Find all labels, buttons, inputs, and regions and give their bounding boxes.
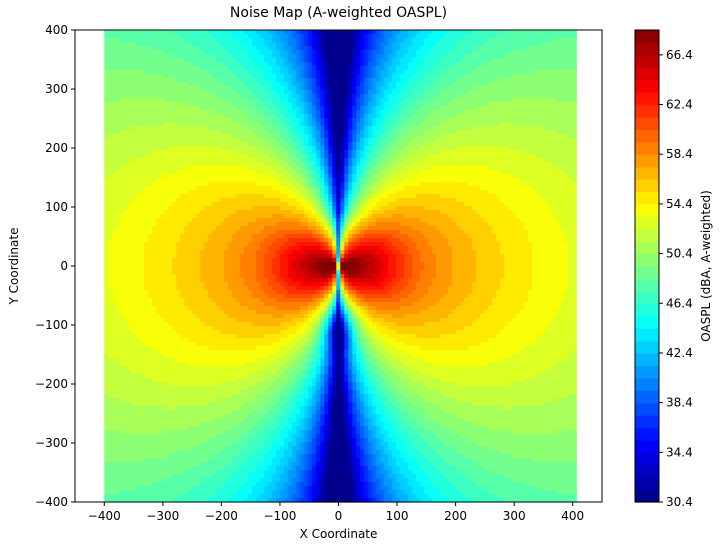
x-tick-label: −200 <box>205 509 238 523</box>
colorbar-band <box>635 166 659 180</box>
colorbar-ticks: 30.4 34.4 38.4 42.4 46.4 50.4 54.4 58.4 62.4 66.4 <box>659 48 693 509</box>
colorbar-band <box>635 79 659 93</box>
colorbar-band <box>635 253 659 267</box>
y-tick-label: −200 <box>35 377 68 391</box>
colorbar-tick-label: 54.4 <box>666 197 693 211</box>
colorbar-tick-label: 58.4 <box>666 147 693 161</box>
x-axis-ticks: −400 −300 −200 −100 0 100 200 300 400 <box>88 502 584 523</box>
y-tick-label: 200 <box>45 141 68 155</box>
colorbar-band <box>635 290 659 304</box>
colorbar-band <box>635 141 659 155</box>
colorbar-band <box>635 30 659 44</box>
y-tick-label: −100 <box>35 318 68 332</box>
colorbar-band <box>635 191 659 205</box>
colorbar-band <box>635 42 659 56</box>
colorbar-band <box>635 452 659 466</box>
colorbar-band <box>635 390 659 404</box>
colorbar-band <box>635 216 659 230</box>
colorbar-frame <box>634 29 660 503</box>
colorbar-band <box>635 365 659 379</box>
colorbar-tick-label: 46.4 <box>666 296 693 310</box>
colorbar-band <box>635 203 659 217</box>
colorbar-band <box>635 104 659 118</box>
colorbar-band <box>635 67 659 81</box>
colorbar-band <box>635 315 659 329</box>
colorbar-tick-label: 62.4 <box>666 98 693 112</box>
colorbar-band <box>635 427 659 441</box>
x-axis-label: X Coordinate <box>299 527 378 541</box>
colorbar-band <box>635 303 659 317</box>
colorbar-band <box>635 278 659 292</box>
x-tick-label: 200 <box>444 509 467 523</box>
x-tick-label: −400 <box>88 509 121 523</box>
x-tick-label: 400 <box>561 509 584 523</box>
colorbar-band <box>635 477 659 491</box>
y-tick-label: 100 <box>45 200 68 214</box>
colorbar-tick-label: 38.4 <box>666 396 693 410</box>
colorbar-band <box>635 54 659 68</box>
y-tick-label: 300 <box>45 82 68 96</box>
colorbar-band <box>635 116 659 130</box>
y-axis-label: Y Coordinate <box>7 227 21 305</box>
colorbar-band <box>635 228 659 242</box>
x-tick-label: −100 <box>263 509 296 523</box>
colorbar-tick-label: 30.4 <box>666 495 693 509</box>
y-tick-label: −400 <box>35 495 68 509</box>
colorbar-label: OASPL (dBA, A-weighted) <box>699 190 713 342</box>
colorbar-band <box>635 340 659 354</box>
x-tick-label: 300 <box>503 509 526 523</box>
colorbar-tick-label: 42.4 <box>666 346 693 360</box>
heatmap-field <box>104 30 577 503</box>
colorbar-band <box>635 377 659 391</box>
x-tick-label: −300 <box>146 509 179 523</box>
colorbar-band <box>635 179 659 193</box>
y-tick-label: 400 <box>45 23 68 37</box>
colorbar-band <box>635 402 659 416</box>
colorbar-tick-label: 50.4 <box>666 247 693 261</box>
colorbar-band <box>635 464 659 478</box>
chart-title: Noise Map (A-weighted OASPL) <box>229 5 448 21</box>
colorbar-band <box>635 489 659 503</box>
colorbar <box>634 29 660 503</box>
y-tick-label: 0 <box>60 259 68 273</box>
x-tick-label: 0 <box>335 509 343 523</box>
colorbar-band <box>635 154 659 168</box>
y-axis-ticks: −400 −300 −200 −100 0 100 200 300 400 <box>35 23 75 509</box>
colorbar-band <box>635 415 659 429</box>
colorbar-band <box>635 266 659 280</box>
colorbar-band <box>635 129 659 143</box>
colorbar-band <box>635 352 659 366</box>
colorbar-band <box>635 439 659 453</box>
colorbar-band <box>635 92 659 106</box>
x-tick-label: 100 <box>386 509 409 523</box>
colorbar-band <box>635 241 659 255</box>
colorbar-tick-label: 66.4 <box>666 48 693 62</box>
y-tick-label: −300 <box>35 436 68 450</box>
colorbar-band <box>635 328 659 342</box>
colorbar-tick-label: 34.4 <box>666 445 693 459</box>
